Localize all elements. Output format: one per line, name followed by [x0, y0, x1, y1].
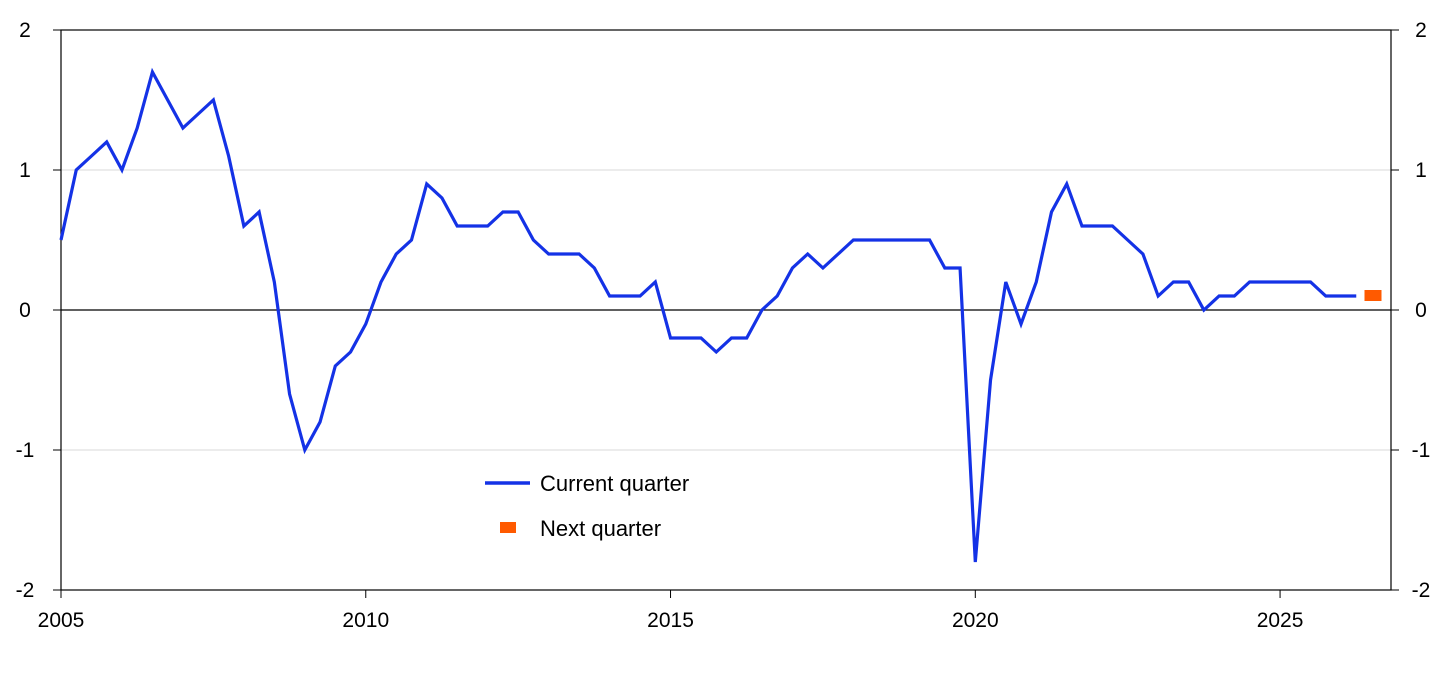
y-tick-label-left: -1	[16, 439, 35, 462]
legend: Current quarter Next quarter	[485, 471, 689, 541]
legend-label-current-quarter: Current quarter	[540, 471, 689, 496]
series-line-current-quarter	[59, 67, 1357, 563]
y-tick-label-right: -1	[1412, 439, 1431, 462]
legend-label-next-quarter: Next quarter	[540, 516, 661, 541]
series-marker-next-quarter	[1364, 290, 1382, 301]
x-tick-label: 2020	[952, 609, 999, 632]
y-tick-label-right: -2	[1412, 579, 1431, 602]
x-tick-label: 2015	[647, 609, 694, 632]
y-axis-right-labels: 2 1 0 -1 -2	[1412, 19, 1431, 602]
y-tick-label-left: 1	[19, 159, 31, 182]
x-tick-label: 2010	[342, 609, 389, 632]
y-axis-left-labels: 2 1 0 -1 -2	[16, 19, 35, 602]
y-tick-label-left: 2	[19, 19, 31, 42]
legend-swatch-next-quarter	[500, 522, 516, 533]
y-tick-label-left: -2	[16, 579, 35, 602]
x-axis-labels: 2005 2010 2015 2020 2025	[38, 609, 1304, 632]
y-tick-label-right: 1	[1415, 159, 1427, 182]
y-tick-label-right: 0	[1415, 299, 1427, 322]
gridlines	[61, 169, 1391, 451]
series-layer	[59, 67, 1382, 563]
x-tick-label: 2005	[38, 609, 85, 632]
x-tick-label: 2025	[1257, 609, 1304, 632]
y-tick-label-left: 0	[19, 299, 31, 322]
axis-ticks	[53, 29, 1399, 598]
y-tick-label-right: 2	[1415, 19, 1427, 42]
